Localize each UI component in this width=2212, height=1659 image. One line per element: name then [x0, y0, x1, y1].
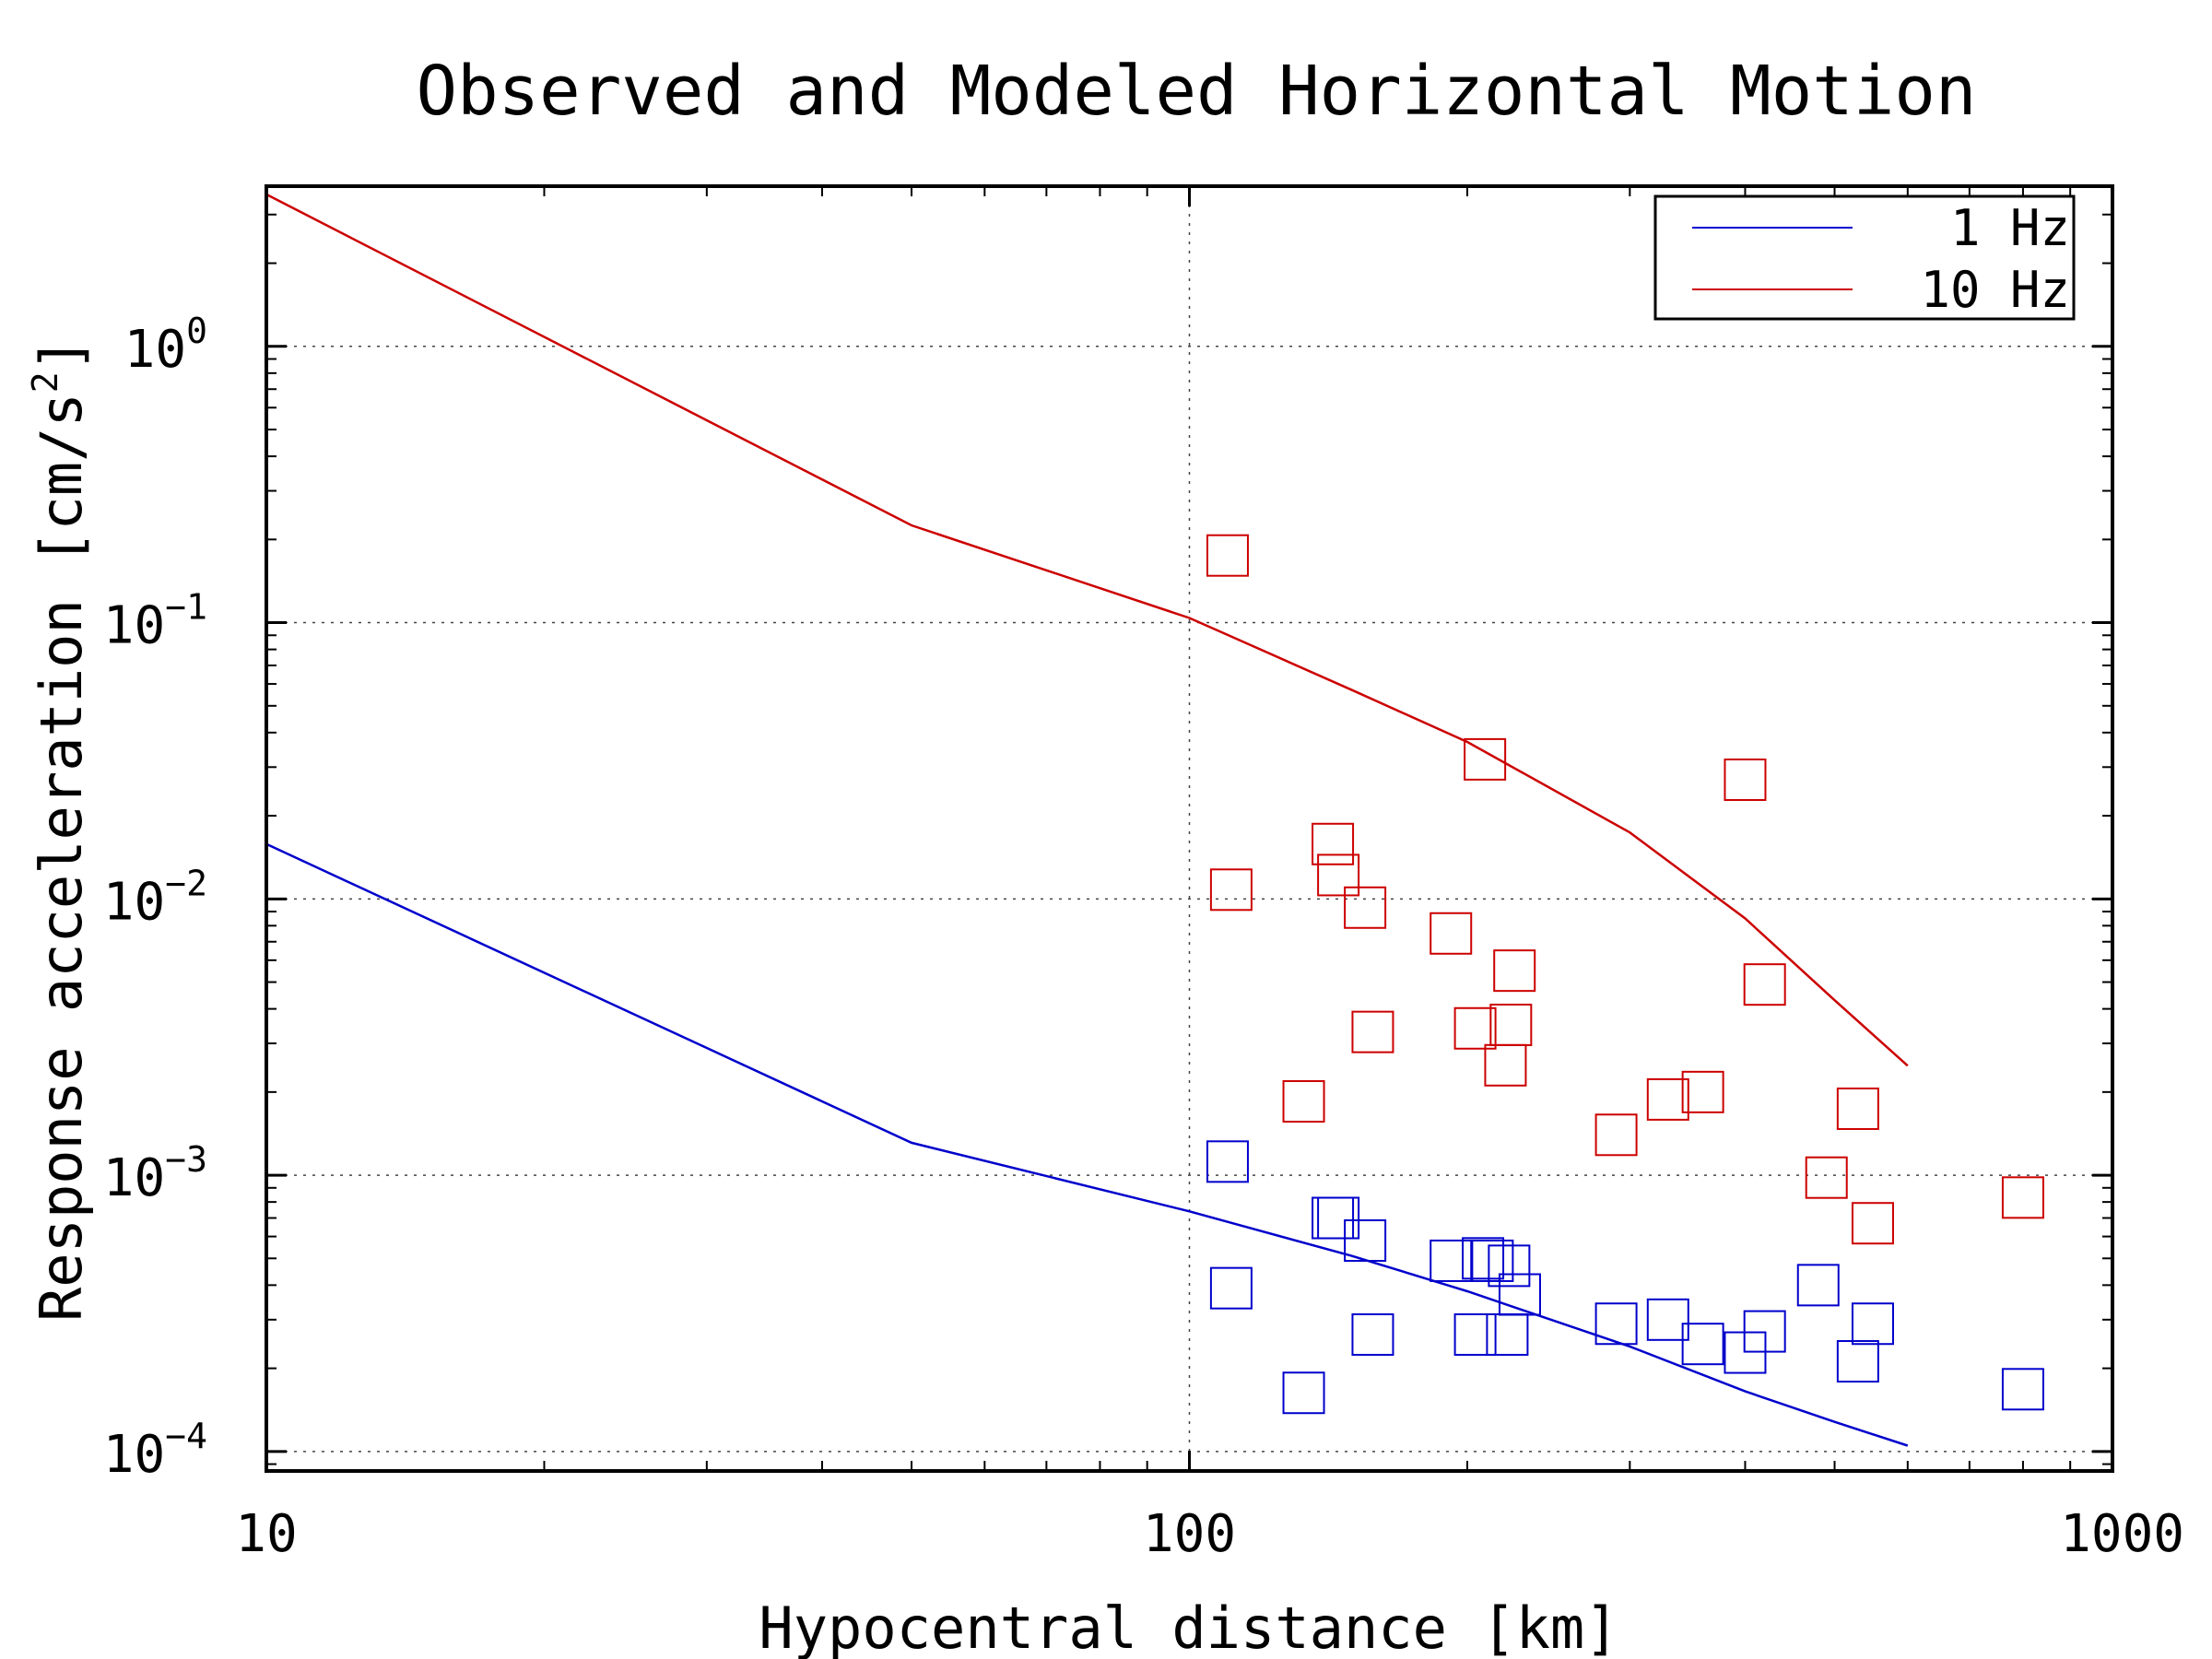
model-line-10hz — [265, 193, 1909, 1067]
y-axis-label: Response acceleration [cm/s2] — [25, 337, 95, 1322]
x-tick-label: 1000 — [2060, 1504, 2184, 1564]
observed-point-10hz — [1724, 759, 1767, 802]
observed-point-10hz — [1282, 1079, 1325, 1123]
y-tick-label-exponent: −1 — [165, 587, 207, 628]
observed-point-1hz — [1206, 1140, 1249, 1183]
y-tick-label: 10−3 — [103, 1139, 207, 1208]
observed-point-1hz — [1836, 1340, 1879, 1383]
y-tick-label-exponent: −3 — [165, 1139, 207, 1180]
observed-point-10hz — [1646, 1077, 1689, 1121]
y-tick-label: 10−4 — [103, 1416, 207, 1485]
observed-point-10hz — [1594, 1113, 1638, 1157]
observed-point-1hz — [1796, 1264, 1840, 1307]
observed-point-10hz — [1430, 912, 1473, 955]
observed-point-10hz — [2001, 1176, 2044, 1219]
observed-point-1hz — [1743, 1310, 1786, 1353]
y-tick-label-base: 10 — [103, 1425, 165, 1485]
x-tick-label: 10 — [235, 1504, 297, 1564]
model-line-1hz — [265, 842, 1909, 1447]
legend: 1 Hz 10 Hz — [1653, 194, 2076, 321]
y-tick-label: 10−2 — [103, 863, 207, 932]
observed-point-10hz — [1312, 822, 1355, 865]
observed-point-10hz — [1317, 853, 1360, 897]
observed-point-10hz — [1453, 1006, 1497, 1050]
observed-point-1hz — [1594, 1302, 1638, 1346]
observed-point-1hz — [1209, 1266, 1253, 1310]
observed-point-1hz — [1430, 1239, 1473, 1282]
observed-point-10hz — [1836, 1087, 1879, 1130]
legend-label-10hz: 10 Hz — [1920, 261, 2070, 319]
y-tick-label-exponent: −4 — [165, 1416, 207, 1456]
observed-point-10hz — [1681, 1070, 1724, 1113]
legend-box — [1653, 194, 2076, 321]
observed-point-10hz — [1489, 1003, 1533, 1046]
observed-point-1hz — [1462, 1237, 1505, 1280]
x-axis-label: Hypocentral distance [km] — [759, 1594, 1618, 1659]
observed-point-10hz — [1743, 963, 1786, 1006]
observed-point-1hz — [1317, 1196, 1360, 1240]
series-group — [265, 193, 2044, 1447]
observed-point-10hz — [1493, 949, 1536, 993]
observed-point-1hz — [1453, 1312, 1497, 1356]
observed-point-1hz — [1851, 1302, 1894, 1346]
observed-point-10hz — [1851, 1202, 1894, 1245]
observed-point-10hz — [1351, 1010, 1394, 1053]
observed-point-1hz — [1351, 1312, 1394, 1356]
observed-point-1hz — [1681, 1323, 1724, 1366]
y-tick-label-exponent: −2 — [165, 863, 207, 903]
y-tick-label-base: 10 — [103, 872, 165, 932]
observed-point-1hz — [1282, 1371, 1325, 1415]
observed-point-1hz — [1498, 1273, 1541, 1316]
plot-frame — [265, 184, 2114, 1473]
y-tick-label: 10−1 — [103, 587, 207, 656]
x-tick-label: 100 — [1143, 1504, 1236, 1564]
y-axis-label-base: Response acceleration [cm/s — [28, 393, 95, 1322]
y-tick-label-base: 10 — [103, 596, 165, 656]
observed-point-1hz — [1471, 1239, 1514, 1282]
y-axis-label-end: ] — [28, 337, 95, 371]
y-tick-label: 100 — [124, 311, 207, 380]
observed-point-10hz — [1206, 534, 1249, 577]
observed-point-1hz — [2001, 1368, 2044, 1411]
y-axis-label-sup: 2 — [25, 371, 65, 393]
observed-point-10hz — [1464, 737, 1507, 781]
observed-point-1hz — [1646, 1298, 1689, 1341]
y-tick-label-exponent: 0 — [186, 311, 207, 351]
y-tick-label-base: 10 — [124, 320, 186, 380]
observed-point-1hz — [1344, 1218, 1387, 1262]
chart-title: Observed and Modeled Horizontal Motion — [417, 52, 1977, 131]
observed-point-10hz — [1344, 886, 1387, 929]
observed-point-10hz — [1805, 1156, 1848, 1199]
y-tick-label-base: 10 — [103, 1148, 165, 1208]
legend-label-1hz: 1 Hz — [1950, 199, 2070, 257]
observed-point-10hz — [1209, 868, 1253, 912]
observed-point-1hz — [1488, 1244, 1531, 1288]
